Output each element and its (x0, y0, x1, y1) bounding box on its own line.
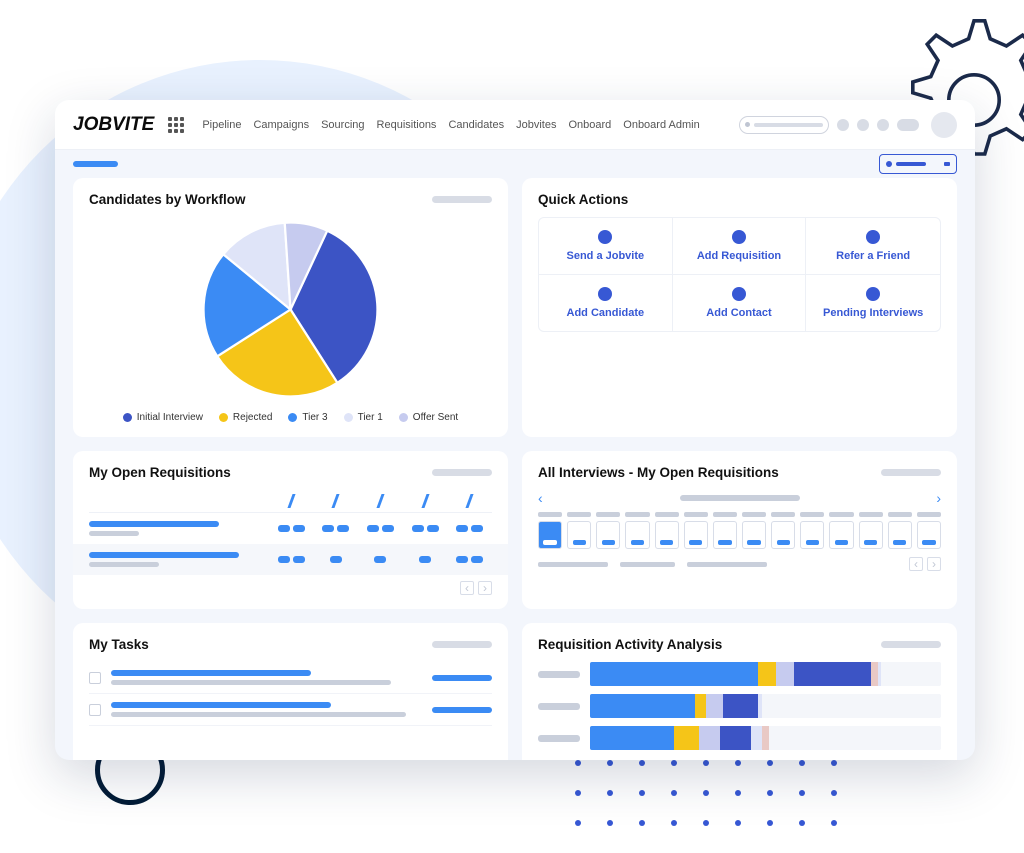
card-action[interactable] (432, 641, 492, 648)
filter-button[interactable] (879, 154, 957, 174)
search-input[interactable] (739, 116, 829, 134)
table-row[interactable] (89, 513, 492, 544)
raa-bar-row (538, 726, 941, 750)
quick-action[interactable]: Refer a Friend (806, 218, 940, 275)
calendar-day[interactable] (917, 521, 941, 549)
calendar-day[interactable] (625, 521, 649, 549)
nav-item[interactable]: Sourcing (321, 119, 364, 131)
table-row[interactable] (73, 544, 508, 575)
calendar-day[interactable] (742, 521, 766, 549)
subbar (55, 150, 975, 178)
checkbox[interactable] (89, 704, 101, 716)
avatar[interactable] (931, 112, 957, 138)
nav-item[interactable]: Candidates (448, 119, 504, 131)
card-tasks: My Tasks (73, 623, 508, 760)
cal-range-label (680, 495, 800, 501)
card-action[interactable] (881, 469, 941, 476)
active-tab-indicator (73, 161, 118, 167)
nav-item[interactable]: Onboard Admin (623, 119, 699, 131)
decor-dots (575, 760, 839, 826)
nav-item[interactable]: Onboard (568, 119, 611, 131)
main-nav: Pipeline Campaigns Sourcing Requisitions Can… (202, 119, 699, 131)
calendar-day[interactable] (713, 521, 737, 549)
pie-legend: Initial Interview Rejected Tier 3 Tier 1 Off… (123, 412, 458, 423)
legend-item: Rejected (219, 412, 272, 423)
quick-action[interactable]: Pending Interviews (806, 275, 940, 331)
app-window: JOBVITE Pipeline Campaigns Sourcing Requisi… (55, 100, 975, 760)
cal-footer-label (538, 562, 608, 567)
card-title: My Tasks (89, 637, 149, 652)
card-action[interactable] (881, 641, 941, 648)
nav-item[interactable]: Jobvites (516, 119, 556, 131)
quick-action[interactable]: Send a Jobvite (539, 218, 673, 275)
card-action[interactable] (432, 469, 492, 476)
nav-item[interactable]: Requisitions (377, 119, 437, 131)
calendar-day[interactable] (829, 521, 853, 549)
apps-icon[interactable] (168, 117, 184, 133)
card-raa: Requisition Activity Analysis (522, 623, 957, 760)
card-title: My Open Requisitions (89, 465, 231, 480)
cal-prev-button[interactable]: ‹ (538, 490, 543, 506)
calendar-day[interactable] (567, 521, 591, 549)
card-title: Candidates by Workflow (89, 192, 246, 207)
card-workflow: Candidates by Workflow Initial Interview… (73, 178, 508, 437)
legend-item: Tier 1 (344, 412, 383, 423)
nav-dot-icon[interactable] (877, 119, 889, 131)
nav-dot-icon[interactable] (857, 119, 869, 131)
calendar-day[interactable] (684, 521, 708, 549)
checkbox[interactable] (89, 672, 101, 684)
card-open-requisitions: My Open Requisitions ‹ › (73, 451, 508, 609)
raa-bar-row (538, 662, 941, 686)
cal-prev-page[interactable]: ‹ (909, 557, 923, 571)
nav-item[interactable]: Pipeline (202, 119, 241, 131)
card-interviews: All Interviews - My Open Requisitions ‹ … (522, 451, 957, 609)
raa-bar-row (538, 694, 941, 718)
quick-action[interactable]: Add Requisition (673, 218, 807, 275)
calendar-day[interactable] (800, 521, 824, 549)
calendar-day[interactable] (771, 521, 795, 549)
card-title: All Interviews - My Open Requisitions (538, 465, 779, 480)
card-title: Requisition Activity Analysis (538, 637, 722, 652)
legend-item: Initial Interview (123, 412, 203, 423)
card-quick-actions: Quick Actions Send a JobviteAdd Requisit… (522, 178, 957, 437)
task-row[interactable] (89, 694, 492, 726)
card-title: Quick Actions (538, 192, 628, 207)
cal-next-page[interactable]: › (927, 557, 941, 571)
nav-dot-icon[interactable] (837, 119, 849, 131)
quick-actions-grid: Send a JobviteAdd RequisitionRefer a Fri… (538, 217, 941, 332)
cal-next-button[interactable]: › (936, 490, 941, 506)
calendar-day[interactable] (655, 521, 679, 549)
legend-item: Offer Sent (399, 412, 458, 423)
next-page-button[interactable]: › (478, 581, 492, 595)
calendar-day[interactable] (596, 521, 620, 549)
task-row[interactable] (89, 662, 492, 694)
calendar-day[interactable] (888, 521, 912, 549)
nav-pill-icon[interactable] (897, 119, 919, 131)
logo: JOBVITE (73, 114, 154, 136)
pie-chart (198, 217, 383, 402)
calendar-day[interactable] (859, 521, 883, 549)
topbar: JOBVITE Pipeline Campaigns Sourcing Requisi… (55, 100, 975, 150)
card-action[interactable] (432, 196, 492, 203)
cal-footer-label (620, 562, 675, 567)
quick-action[interactable]: Add Contact (673, 275, 807, 331)
quick-action[interactable]: Add Candidate (539, 275, 673, 331)
calendar-day[interactable] (538, 521, 562, 549)
cal-footer-label (687, 562, 767, 567)
prev-page-button[interactable]: ‹ (460, 581, 474, 595)
legend-item: Tier 3 (288, 412, 327, 423)
nav-item[interactable]: Campaigns (253, 119, 309, 131)
